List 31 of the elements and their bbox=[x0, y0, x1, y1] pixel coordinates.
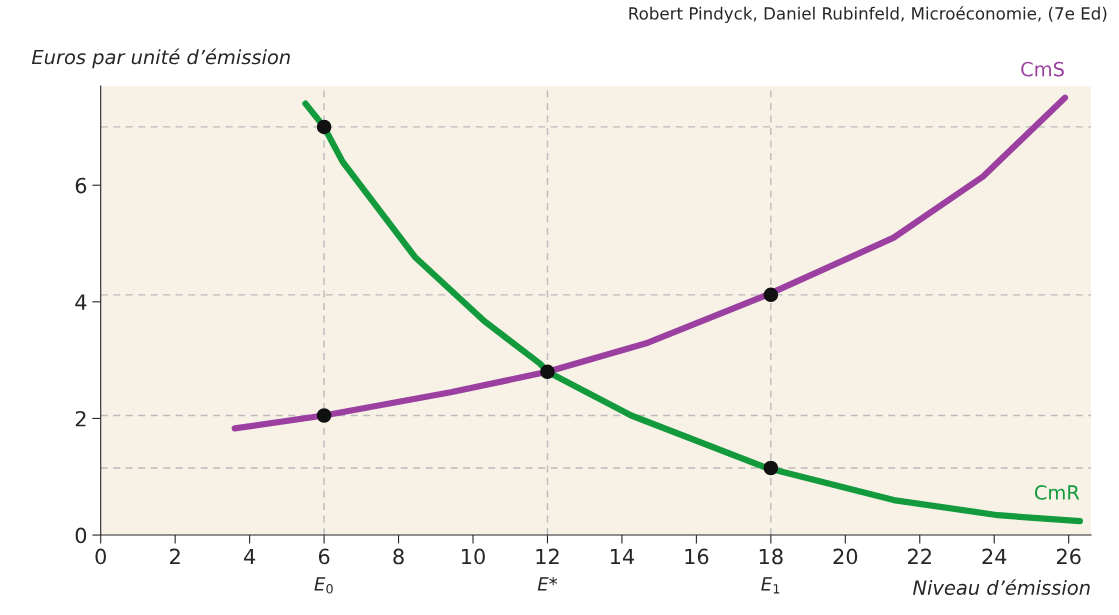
text: Robert Pindyck, Daniel Rubinfeld, Microéconomie, (7e Ed) bbox=[629, 6, 1107, 23]
y-tick-label: 4 bbox=[75, 294, 87, 310]
x-tick-label: 4 bbox=[244, 548, 256, 565]
x-tick-label: 14 bbox=[610, 548, 635, 565]
x-tick-label: 2 bbox=[170, 548, 180, 565]
y-tick-label: 0 bbox=[75, 527, 87, 544]
x-tick-label: 24 bbox=[982, 548, 1007, 565]
series-label: CmS bbox=[1021, 61, 1064, 77]
y-tick-label: 2 bbox=[75, 410, 86, 427]
x-tick-label: 22 bbox=[908, 548, 931, 565]
x-axis-title: Niveau d’émission bbox=[913, 579, 1090, 595]
x-tick-label: 26 bbox=[1056, 548, 1081, 565]
y-axis-title: Euros par unité d’émission bbox=[31, 48, 290, 69]
x-tick-label: 0 bbox=[95, 548, 106, 565]
x-tick-label: 18 bbox=[759, 548, 783, 565]
x-tick-label: 20 bbox=[833, 548, 858, 565]
point bbox=[540, 364, 555, 380]
series-label: CmR bbox=[1034, 485, 1080, 500]
x-tick-label: 12 bbox=[536, 548, 559, 565]
point bbox=[316, 119, 332, 135]
x-tick-label: 8 bbox=[393, 548, 404, 565]
x-tick-label: 16 bbox=[685, 548, 709, 565]
ref-line-label: E$_{0}$ bbox=[314, 577, 333, 594]
ref-line-label: E* bbox=[537, 577, 558, 591]
x-tick-label: 10 bbox=[462, 548, 485, 565]
y-tick-label: 6 bbox=[75, 177, 87, 194]
point bbox=[316, 408, 332, 423]
ref-line-label: E$_{1}$ bbox=[761, 577, 780, 594]
point bbox=[763, 287, 779, 303]
x-tick-label: 6 bbox=[318, 548, 330, 565]
point bbox=[763, 460, 779, 476]
